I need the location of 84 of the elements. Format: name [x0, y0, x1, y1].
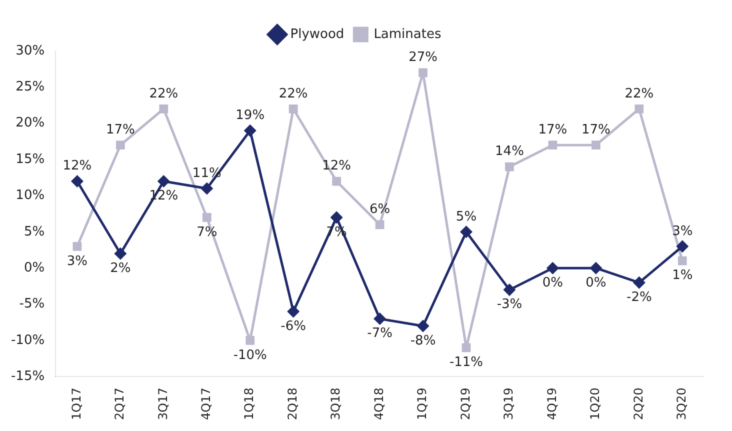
- point: [375, 220, 384, 230]
- point: [460, 226, 472, 238]
- y-tick-label: -15%: [10, 369, 45, 384]
- data-label: 7%: [196, 224, 218, 240]
- point: [244, 124, 256, 136]
- x-tick-label: 3Q20: [674, 388, 689, 420]
- legend-label: Laminates: [374, 26, 442, 42]
- point: [72, 242, 82, 251]
- point: [246, 336, 255, 345]
- data-label: 19%: [236, 108, 265, 123]
- x-tick-label: 4Q17: [199, 388, 214, 420]
- point: [592, 140, 600, 150]
- y-tick-label: -10%: [10, 332, 45, 348]
- data-label: 17%: [581, 122, 610, 138]
- point: [116, 140, 125, 150]
- x-tick-label: 1Q19: [415, 388, 430, 420]
- point: [201, 182, 213, 194]
- data-label: -8%: [410, 333, 436, 348]
- data-label: 12%: [322, 158, 352, 174]
- data-label: 14%: [495, 144, 524, 160]
- point: [590, 262, 602, 274]
- point: [332, 176, 341, 186]
- legend-label: Plywood: [290, 26, 344, 42]
- y-tick-label: 25%: [16, 80, 45, 95]
- data-label: -2%: [626, 290, 652, 305]
- point: [676, 240, 688, 252]
- data-label: 12%: [62, 158, 92, 174]
- x-tick-label: 2Q18: [285, 388, 300, 420]
- y-tick-label: 0%: [24, 260, 45, 276]
- y-tick-label: 15%: [16, 152, 45, 167]
- point: [158, 176, 170, 188]
- x-tick-label: 3Q18: [328, 388, 343, 420]
- data-label: 0%: [586, 275, 606, 290]
- x-tick-label: 1Q18: [242, 388, 256, 420]
- data-label: 17%: [538, 122, 568, 138]
- data-label: -10%: [233, 348, 267, 363]
- point: [114, 248, 126, 260]
- point: [330, 212, 342, 224]
- point: [418, 68, 428, 78]
- point: [159, 104, 168, 114]
- x-tick-label: 1Q20: [588, 388, 602, 420]
- data-label: 0%: [542, 275, 564, 290]
- y-tick-label: 5%: [24, 224, 45, 240]
- y-tick-label: 20%: [16, 116, 45, 131]
- y-tick-label: 30%: [16, 43, 45, 58]
- point: [71, 176, 83, 188]
- data-label: -3%: [496, 297, 522, 312]
- point: [548, 140, 558, 150]
- point: [678, 256, 687, 266]
- x-tick-label: 4Q19: [544, 388, 559, 420]
- data-label: 3%: [672, 224, 693, 239]
- data-label: 2%: [110, 261, 131, 276]
- point: [634, 104, 644, 114]
- data-label: 27%: [408, 50, 438, 66]
- x-tick-label: 1Q17: [69, 388, 84, 420]
- data-label: 3%: [66, 254, 88, 269]
- data-label: 5%: [456, 209, 477, 224]
- data-label: -11%: [449, 355, 484, 370]
- point: [633, 276, 645, 288]
- point: [462, 343, 471, 352]
- data-label: 1%: [672, 268, 693, 284]
- point: [546, 262, 558, 274]
- data-label: 6%: [369, 202, 390, 218]
- y-tick-label: 10%: [16, 188, 45, 204]
- data-label: 22%: [278, 86, 308, 102]
- x-tick-label: 2Q19: [458, 388, 472, 420]
- x-tick-label: 3Q19: [502, 388, 516, 420]
- point: [202, 213, 212, 222]
- point: [374, 313, 386, 325]
- point: [288, 104, 298, 114]
- point: [288, 306, 300, 318]
- x-tick-label: 4Q18: [372, 388, 386, 420]
- x-tick-label: 2Q17: [112, 388, 127, 420]
- data-label: -6%: [280, 318, 306, 334]
- data-label: 22%: [149, 86, 178, 102]
- point: [505, 162, 514, 172]
- data-label: 17%: [106, 122, 135, 138]
- data-label: -7%: [367, 326, 392, 342]
- data-label: 22%: [624, 86, 654, 102]
- point: [504, 284, 516, 296]
- y-tick-label: -5%: [19, 296, 45, 312]
- point: [417, 320, 429, 332]
- x-tick-label: 3Q17: [156, 388, 170, 420]
- x-tick-label: 2Q20: [631, 388, 646, 420]
